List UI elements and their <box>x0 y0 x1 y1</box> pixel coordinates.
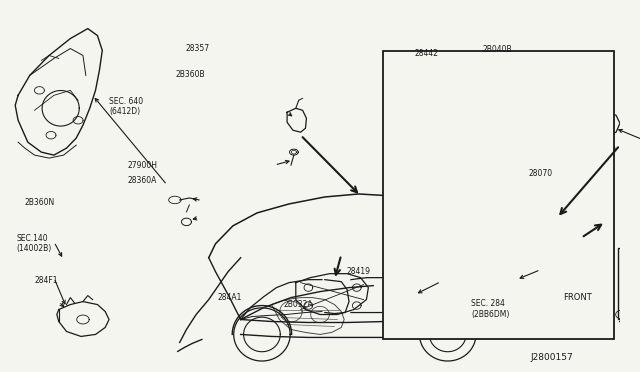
Bar <box>618 248 640 320</box>
Text: J2800157: J2800157 <box>530 353 573 362</box>
Text: 28419: 28419 <box>346 267 370 276</box>
Text: 2B360N: 2B360N <box>24 198 54 207</box>
Text: 284F1: 284F1 <box>35 276 58 285</box>
Text: 2B040B: 2B040B <box>483 45 512 54</box>
Text: SEC.140
(14002B): SEC.140 (14002B) <box>16 234 51 253</box>
Text: SEC. 640
(6412D): SEC. 640 (6412D) <box>109 97 143 116</box>
Text: 28357: 28357 <box>185 44 209 53</box>
Text: 28070: 28070 <box>528 169 552 177</box>
Text: 284A1: 284A1 <box>218 294 242 302</box>
Bar <box>383 51 614 339</box>
Text: 28442: 28442 <box>414 49 438 58</box>
Text: FRONT: FRONT <box>563 294 592 302</box>
Text: 27900H: 27900H <box>127 161 157 170</box>
Text: 28360A: 28360A <box>127 176 157 185</box>
Text: 2B032A: 2B032A <box>283 300 313 309</box>
Text: 2B360B: 2B360B <box>175 70 205 79</box>
Text: SEC. 284
(2BB6DM): SEC. 284 (2BB6DM) <box>471 299 509 319</box>
